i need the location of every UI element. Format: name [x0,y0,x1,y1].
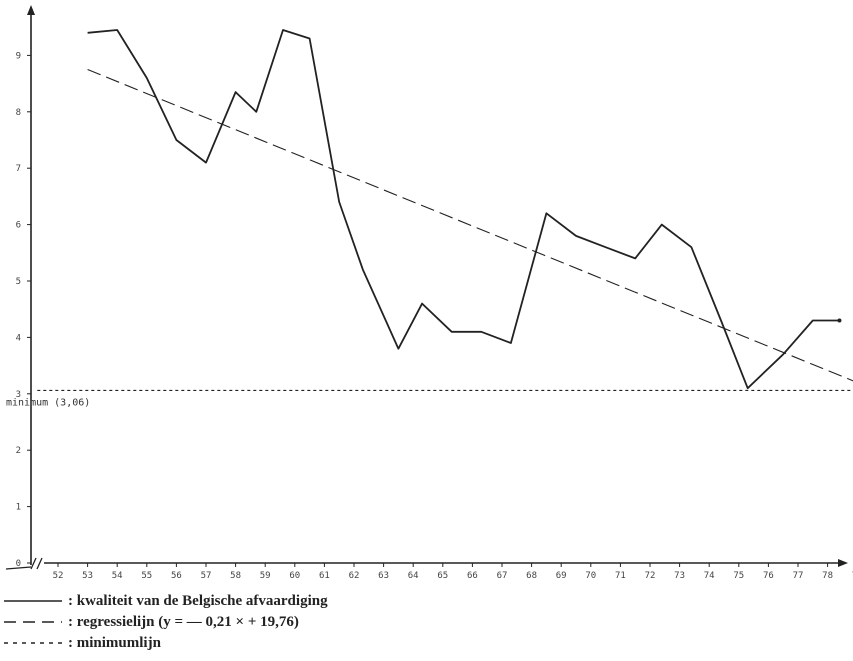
x-axis-ticks: 52 53 54 55 56 57 58 59 60 61 62 63 64 65 66 67 68 69 70 71… [53,563,853,581]
legend-solid-marker [4,600,62,602]
y-tick-label: 2 [16,446,21,456]
minimum-annotation: minimum (3,06) [6,397,90,408]
y-tick-label: 3 [16,390,21,400]
x-axis-arrow [838,559,848,567]
x-tick-label: 57 [201,571,212,581]
legend-label-quality: : kwaliteit van de Belgische afvaardigin… [68,592,328,609]
x-tick-label: 71 [615,571,626,581]
x-tick-label: 62 [349,571,360,581]
y-tick-label: 0 [16,559,21,569]
x-tick-label: 64 [408,571,419,581]
x-tick-label: 65 [437,571,448,581]
x-tick-label: 74 [704,571,715,581]
x-tick-label: 68 [526,571,537,581]
legend-dotted-marker [4,642,62,644]
x-tick-label: 67 [497,571,508,581]
x-tick-label: 70 [585,571,596,581]
x-tick-label: 79 [852,571,853,581]
legend-item-minimum: : minimumlijn [4,633,161,653]
axis-break-mark [30,557,43,570]
x-tick-label: 72 [645,571,656,581]
x-tick-label: 54 [112,571,123,581]
axes [5,5,848,570]
legend-item-quality: : kwaliteit van de Belgische afvaardigin… [4,591,328,611]
x-tick-label: 59 [260,571,271,581]
y-tick-label: 1 [16,503,21,513]
legend-label-regression: : regressielijn (y = — 0,21 × + 19,76) [68,613,299,630]
y-tick-label: 8 [16,108,21,118]
y-axis-ticks: 0 1 2 3 4 5 6 7 8 9 [16,51,31,569]
y-axis-arrow [27,5,35,15]
x-tick-label: 69 [556,571,567,581]
series-lines [37,29,853,391]
x-tick-label: 53 [82,571,93,581]
regression-line [87,68,853,382]
x-tick-label: 60 [289,571,300,581]
quality-line [87,29,840,390]
x-axis-stub [5,566,32,570]
legend-item-regression: : regressielijn (y = — 0,21 × + 19,76) [4,612,299,632]
y-tick-label: 9 [16,51,21,61]
y-tick-label: 5 [16,277,21,287]
x-tick-label: 55 [141,571,152,581]
x-tick-label: 75 [733,571,744,581]
y-tick-label: 7 [16,164,21,174]
x-tick-label: 52 [53,571,64,581]
x-tick-label: 61 [319,571,330,581]
x-tick-label: 77 [793,571,804,581]
x-tick-label: 63 [378,571,389,581]
legend-label-minimum: : minimumlijn [68,634,161,651]
x-tick-label: 56 [171,571,182,581]
x-tick-label: 76 [763,571,774,581]
x-tick-label: 73 [674,571,685,581]
y-tick-label: 4 [16,333,21,343]
x-tick-label: 78 [822,571,833,581]
x-tick-label: 66 [467,571,478,581]
x-tick-label: 58 [230,571,241,581]
quality-line-endpoint [837,318,842,323]
y-tick-label: 6 [16,221,21,231]
legend-dashed-marker [4,621,62,623]
